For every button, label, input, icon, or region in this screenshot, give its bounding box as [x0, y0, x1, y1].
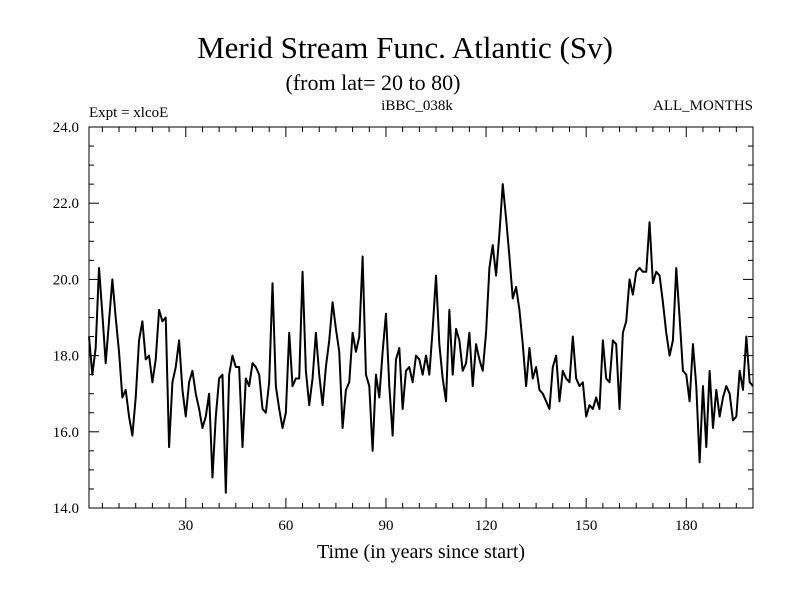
annotation-expt: Expt = xlcoE: [89, 105, 168, 121]
plot-frame: [88, 126, 754, 509]
x-axis-ticks: 30 60 90 120 150 180: [101, 127, 737, 534]
chart-title: Merid Stream Func. Atlantic (Sv): [197, 30, 613, 65]
y-tick-label: 18.0: [53, 349, 79, 365]
y-tick-label: 20.0: [53, 272, 79, 288]
series-line: [88, 183, 754, 494]
plot-series: [88, 183, 754, 494]
x-tick-label: 90: [378, 518, 393, 534]
chart-subtitle: (from lat= 20 to 80): [286, 70, 461, 95]
y-tick-label: 14.0: [53, 501, 79, 517]
x-axis-label: Time (in years since start): [317, 541, 525, 563]
annotation-case: iBBC_038k: [381, 98, 453, 114]
x-tick-label: 180: [675, 518, 698, 534]
x-tick-label: 60: [278, 518, 293, 534]
x-tick-label: 30: [178, 518, 193, 534]
x-tick-label: 120: [475, 518, 498, 534]
y-tick-label: 24.0: [53, 120, 79, 136]
annotation-months: ALL_MONTHS: [653, 98, 753, 114]
y-tick-label: 22.0: [53, 196, 79, 212]
y-tick-label: 16.0: [53, 425, 79, 441]
x-tick-label: 150: [575, 518, 598, 534]
